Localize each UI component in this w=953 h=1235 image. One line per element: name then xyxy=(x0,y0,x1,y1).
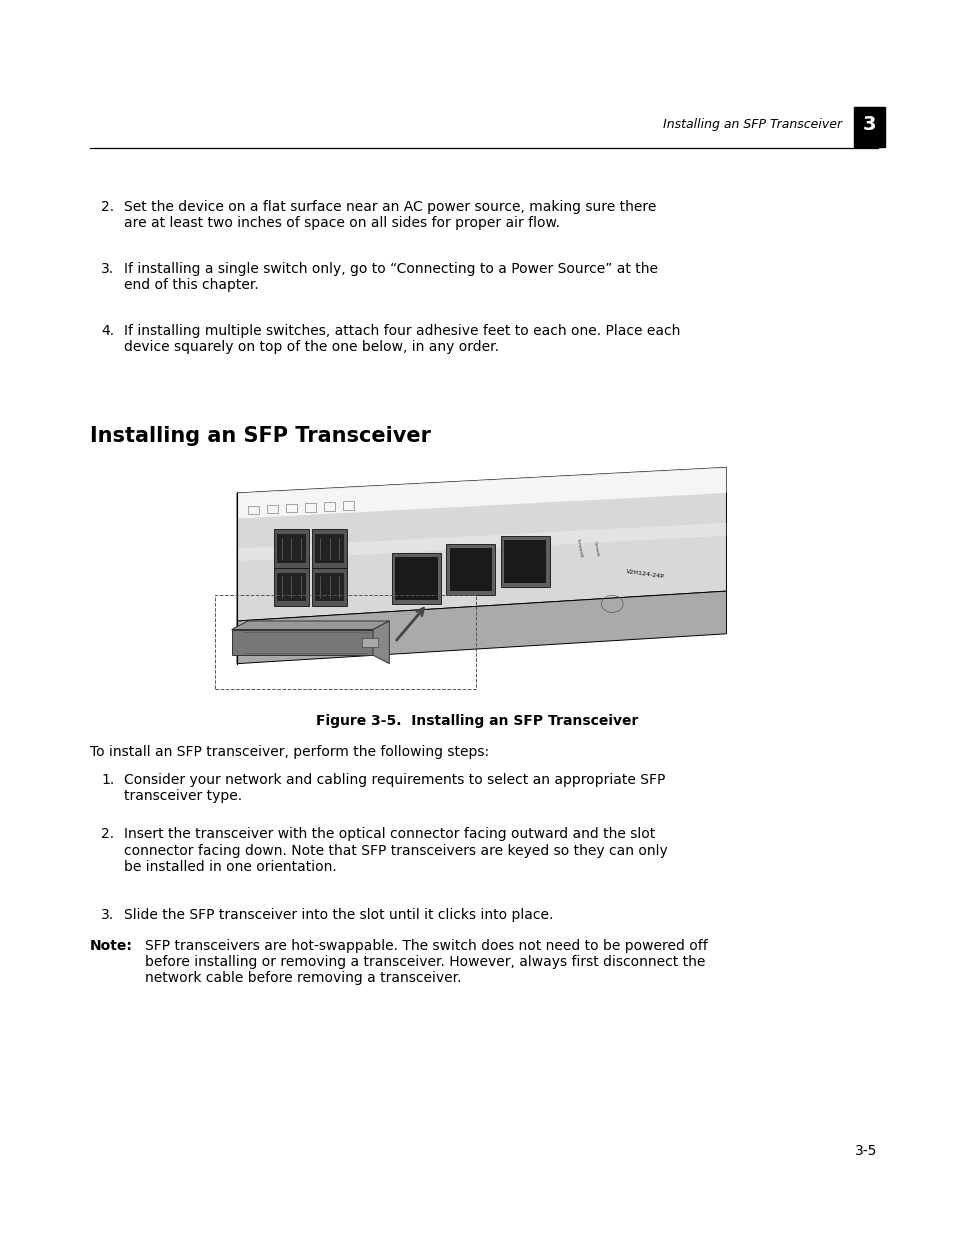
Text: 2.: 2. xyxy=(101,200,114,214)
Text: Set the device on a flat surface near an AC power source, making sure there
are : Set the device on a flat surface near an… xyxy=(124,200,656,230)
FancyBboxPatch shape xyxy=(446,545,495,595)
Text: 3.: 3. xyxy=(101,908,114,921)
Text: 2.: 2. xyxy=(101,827,114,841)
FancyBboxPatch shape xyxy=(314,535,344,562)
Polygon shape xyxy=(373,621,389,663)
Text: 3.: 3. xyxy=(101,262,114,275)
FancyBboxPatch shape xyxy=(395,557,437,600)
FancyBboxPatch shape xyxy=(274,530,309,568)
Text: Installing an SFP Transceiver: Installing an SFP Transceiver xyxy=(662,119,841,131)
FancyBboxPatch shape xyxy=(449,548,492,592)
Text: Console: Console xyxy=(592,540,598,557)
FancyBboxPatch shape xyxy=(392,553,440,604)
Polygon shape xyxy=(232,621,389,630)
FancyBboxPatch shape xyxy=(312,530,347,568)
Text: 3-5: 3-5 xyxy=(855,1144,877,1158)
FancyBboxPatch shape xyxy=(500,536,549,587)
Text: Figure 3-5.  Installing an SFP Transceiver: Figure 3-5. Installing an SFP Transceive… xyxy=(315,714,638,727)
FancyBboxPatch shape xyxy=(276,535,306,562)
FancyBboxPatch shape xyxy=(362,638,378,647)
FancyArrowPatch shape xyxy=(396,609,423,640)
Text: Installing an SFP Transceiver: Installing an SFP Transceiver xyxy=(90,426,430,446)
Polygon shape xyxy=(232,630,373,655)
FancyBboxPatch shape xyxy=(503,540,546,583)
Polygon shape xyxy=(236,522,726,561)
Text: V2H124-24P: V2H124-24P xyxy=(625,569,663,579)
Text: If installing a single switch only, go to “Connecting to a Power Source” at the
: If installing a single switch only, go t… xyxy=(124,262,658,291)
FancyBboxPatch shape xyxy=(274,568,309,606)
Text: 4.: 4. xyxy=(101,324,114,337)
FancyBboxPatch shape xyxy=(853,106,884,147)
FancyBboxPatch shape xyxy=(312,568,347,606)
Polygon shape xyxy=(236,467,726,519)
Polygon shape xyxy=(236,592,726,663)
Text: If installing multiple switches, attach four adhesive feet to each one. Place ea: If installing multiple switches, attach … xyxy=(124,324,679,353)
Text: Slide the SFP transceiver into the slot until it clicks into place.: Slide the SFP transceiver into the slot … xyxy=(124,908,553,921)
Text: Insert the transceiver with the optical connector facing outward and the slot
co: Insert the transceiver with the optical … xyxy=(124,827,667,874)
Text: ForwardS: ForwardS xyxy=(576,538,582,558)
FancyBboxPatch shape xyxy=(276,573,306,601)
FancyBboxPatch shape xyxy=(314,573,344,601)
Text: 1.: 1. xyxy=(101,773,114,787)
Polygon shape xyxy=(236,467,726,621)
Text: To install an SFP transceiver, perform the following steps:: To install an SFP transceiver, perform t… xyxy=(90,745,488,758)
Text: Note:: Note: xyxy=(90,939,132,952)
Text: Consider your network and cabling requirements to select an appropriate SFP
tran: Consider your network and cabling requir… xyxy=(124,773,664,803)
Text: 3: 3 xyxy=(862,115,876,135)
Text: SFP transceivers are hot-swappable. The switch does not need to be powered off
b: SFP transceivers are hot-swappable. The … xyxy=(145,939,707,986)
